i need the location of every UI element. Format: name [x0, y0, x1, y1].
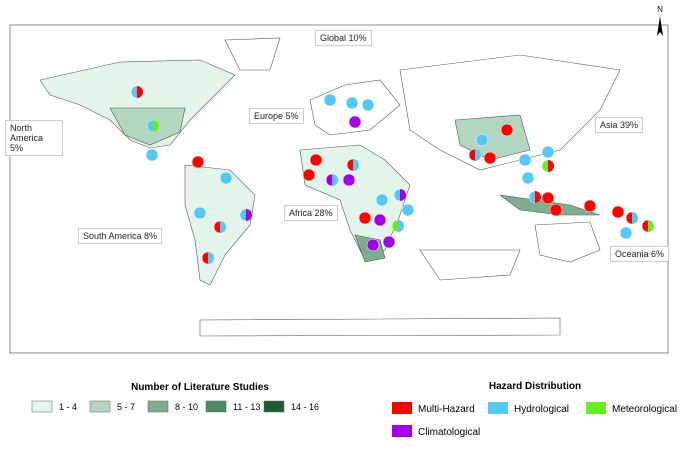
pie: [619, 226, 633, 240]
legend-swatch: [392, 425, 412, 437]
legend-title: Number of Literature Studies: [131, 382, 269, 393]
pies: [130, 85, 655, 265]
pie-slice: [208, 252, 214, 264]
legend-swatch: [147, 400, 169, 413]
pie-slice: [632, 212, 638, 224]
pie: [366, 238, 380, 252]
pie: [521, 171, 535, 185]
pie: [302, 168, 316, 182]
pie: [375, 193, 389, 207]
pie: [373, 213, 387, 227]
pie-slice: [400, 189, 406, 201]
pie: [518, 153, 532, 167]
pie: [475, 133, 489, 147]
studies-legend: Number of Literature Studies 1 - 4 5 - 7 8 …: [31, 382, 319, 413]
legend-label: Climatological: [418, 427, 480, 438]
legend-label: Multi-Hazard: [418, 404, 475, 415]
north-arrow: N: [657, 5, 663, 36]
legend-label: 1 - 4: [59, 402, 77, 412]
legend-label: 5 - 7: [117, 402, 135, 412]
pie: [541, 145, 555, 159]
pie-slice: [648, 220, 654, 232]
hazard-legend: Hazard Distribution Multi-Hazard Hydrologi…: [392, 381, 677, 438]
legend-label: 14 - 16: [291, 402, 319, 412]
pie: [358, 211, 372, 225]
region-label: South America 8%: [78, 228, 163, 244]
north-label: N: [657, 5, 663, 14]
land: [39, 37, 621, 337]
legend-swatch: [89, 400, 111, 413]
pie: [483, 151, 497, 165]
region-label: Europe 5%: [249, 108, 304, 124]
legend-label: 11 - 13: [233, 402, 260, 412]
pie: [323, 93, 337, 107]
legend-swatch: [392, 402, 412, 414]
pie: [309, 153, 323, 167]
pie-slice: [535, 191, 541, 203]
legend-swatch: [488, 402, 508, 414]
pie: [348, 115, 362, 129]
pie-slice: [246, 209, 252, 221]
region-label: Asia 39%: [595, 117, 644, 133]
legend-swatch: [263, 400, 285, 413]
pie-slice: [220, 221, 226, 233]
pie: [342, 173, 356, 187]
pie: [345, 96, 359, 110]
pie: [611, 205, 625, 219]
pie: [191, 155, 205, 169]
pie-slice: [475, 149, 481, 161]
legend-label: Hydrological: [514, 404, 569, 415]
pie: [401, 203, 415, 217]
pie: [382, 235, 396, 249]
pie-slice: [153, 120, 159, 132]
legend-label: Meteorological: [612, 404, 677, 415]
pie-slice: [353, 159, 359, 171]
pie-slice: [137, 86, 143, 98]
legend-swatch: [205, 400, 227, 413]
region-label: Oceania 6%: [610, 246, 670, 262]
pie: [219, 171, 233, 185]
legend-swatch: [31, 400, 53, 413]
legend-swatch: [586, 402, 606, 414]
pie: [549, 203, 563, 217]
pie: [145, 148, 159, 162]
pie: [583, 199, 597, 213]
region-label: Africa 28%: [284, 205, 338, 221]
pie-slice: [398, 220, 404, 232]
legend-label: 8 - 10: [175, 402, 198, 412]
region-label: North America 5%: [5, 120, 63, 156]
legend-title: Hazard Distribution: [489, 381, 581, 392]
pie-slice: [332, 174, 338, 186]
pie: [361, 98, 375, 112]
pie: [500, 123, 514, 137]
pie-slice: [548, 160, 554, 172]
pie: [193, 206, 207, 220]
pie: [541, 191, 555, 205]
region-label: Global 10%: [315, 30, 372, 46]
